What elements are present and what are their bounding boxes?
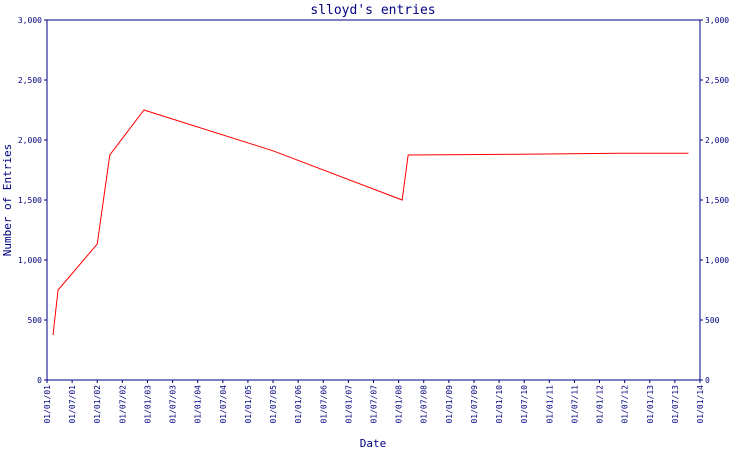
y2-tick-label: 1,000 — [705, 256, 729, 265]
x-tick-label: 01/07/02 — [118, 385, 127, 424]
x-tick-label: 01/07/09 — [470, 385, 479, 424]
x-tick-label: 01/01/03 — [143, 385, 152, 424]
y2-tick-label: 1,500 — [705, 196, 729, 205]
x-tick-label: 01/01/08 — [395, 385, 404, 424]
y2-tick-label: 2,500 — [705, 76, 729, 85]
x-tick-label: 01/07/04 — [219, 385, 228, 424]
x-tick-label: 01/01/14 — [696, 385, 705, 424]
x-tick-label: 01/07/11 — [570, 385, 579, 424]
x-tick-label: 01/07/08 — [420, 385, 429, 424]
x-tick-label: 01/07/03 — [169, 385, 178, 424]
x-tick-label: 01/01/01 — [43, 385, 52, 424]
x-tick-label: 01/01/02 — [93, 385, 102, 424]
x-tick-label: 01/01/06 — [294, 385, 303, 424]
y2-tick-label: 3,000 — [705, 16, 729, 25]
y-tick-label: 2,000 — [18, 136, 42, 145]
y2-tick-label: 2,000 — [705, 136, 729, 145]
x-tick-label: 01/01/09 — [445, 385, 454, 424]
x-tick-label: 01/07/12 — [621, 385, 630, 424]
chart-title: slloyd's entries — [310, 3, 435, 18]
x-tick-label: 01/07/05 — [269, 385, 278, 424]
y2-tick-label: 500 — [705, 316, 720, 325]
x-tick-label: 01/01/11 — [545, 385, 554, 424]
y-tick-label: 1,000 — [18, 256, 42, 265]
x-tick-label: 01/07/06 — [319, 385, 328, 424]
x-tick-label: 01/01/10 — [495, 385, 504, 424]
x-tick-label: 01/01/04 — [194, 385, 203, 424]
x-tick-label: 01/07/01 — [68, 385, 77, 424]
x-tick-label: 01/01/07 — [344, 385, 353, 424]
x-tick-label: 01/07/07 — [370, 385, 379, 424]
y-tick-label: 2,500 — [18, 76, 42, 85]
data-line — [52, 109, 689, 336]
x-tick-label: 01/07/13 — [671, 385, 680, 424]
x-tick-label: 01/01/05 — [244, 385, 253, 424]
y2-tick-label: 0 — [705, 376, 710, 385]
x-tick-label: 01/01/12 — [596, 385, 605, 424]
y-axis-label: Number of Entries — [1, 144, 14, 257]
plot-frame — [46, 19, 701, 381]
x-axis-label: Date — [360, 437, 387, 450]
y-tick-label: 1,500 — [18, 196, 42, 205]
y-tick-label: 0 — [37, 376, 42, 385]
y-tick-label: 500 — [28, 316, 43, 325]
x-tick-label: 01/07/10 — [520, 385, 529, 424]
y-tick-label: 3,000 — [18, 16, 42, 25]
x-tick-label: 01/01/13 — [646, 385, 655, 424]
